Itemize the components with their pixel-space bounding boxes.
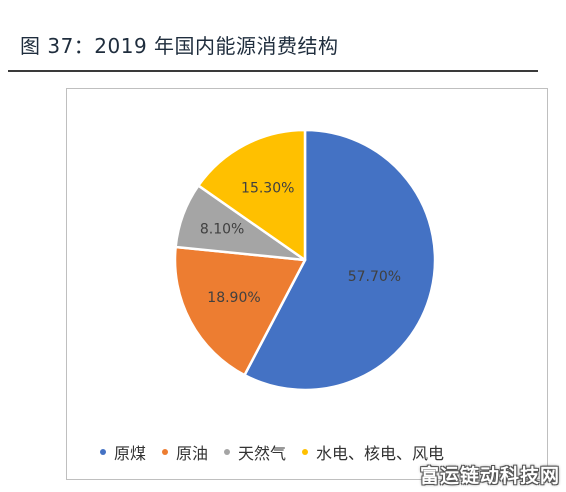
- legend-label-gas: 天然气: [238, 444, 287, 463]
- legend-item-oil: 原油: [162, 440, 208, 464]
- legend-label-oil: 原油: [176, 444, 209, 463]
- watermark: 富运链动科技网: [419, 465, 560, 487]
- legend-label-hydro-nuclear-wind: 水电、核电、风电: [316, 444, 445, 463]
- data-label-coal: 57.70%: [348, 269, 401, 285]
- pie-slice-oil: [173, 245, 307, 377]
- pie-slice-coal: [243, 128, 437, 392]
- legend-item-hydro-nuclear-wind: 水电、核电、风电: [302, 440, 444, 464]
- legend-item-coal: 原煤: [100, 440, 146, 464]
- figure-title: 图 37：2019 年国内能源消费结构: [20, 34, 339, 58]
- legend-swatch-oil: [162, 449, 169, 455]
- legend-swatch-coal: [100, 449, 106, 455]
- legend-item-gas: 天然气: [224, 440, 286, 464]
- data-label-gas: 8.10%: [200, 221, 244, 237]
- legend-swatch-hydro-nuclear-wind: [302, 449, 309, 455]
- data-label-oil: 18.90%: [207, 290, 260, 306]
- data-label-hydro-nuclear-wind: 15.30%: [241, 181, 294, 197]
- chart-legend: 原煤 原油 天然气 水电、核电、风电: [100, 440, 460, 464]
- title-divider: [8, 70, 538, 72]
- legend-label-coal: 原煤: [114, 444, 147, 463]
- pie-slice-hydro-nuclear-wind: [197, 128, 307, 262]
- legend-swatch-gas: [224, 449, 231, 455]
